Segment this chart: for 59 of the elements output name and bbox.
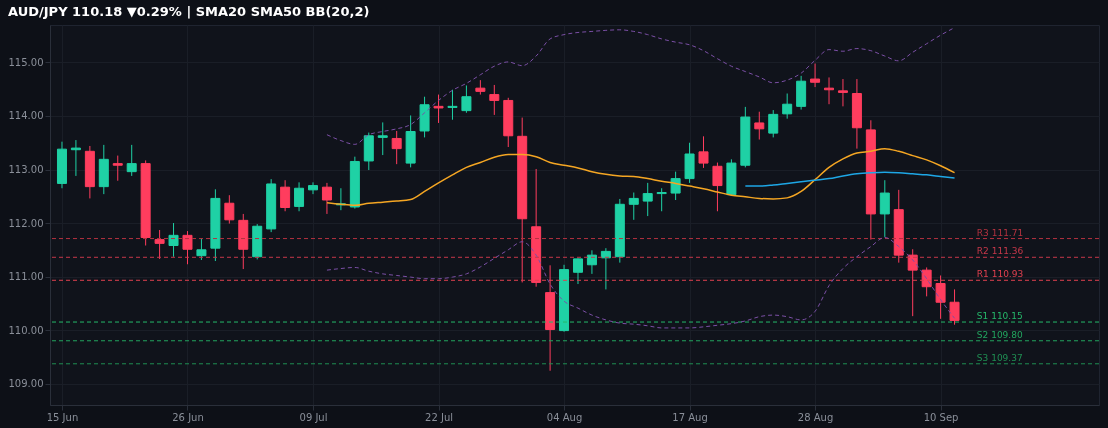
candlestick [879, 179, 890, 238]
candlestick [782, 93, 793, 120]
candlestick [433, 94, 444, 124]
candlestick [586, 249, 597, 275]
candlestick [196, 238, 207, 261]
y-tick-label: 112.00 [8, 217, 44, 229]
candlestick [656, 187, 667, 212]
x-tick-label: 17 Aug [672, 411, 708, 423]
candlestick [112, 155, 123, 182]
ref-line-label: R2 111.36 [976, 246, 1024, 257]
y-tick-label: 109.00 [8, 378, 44, 390]
candlestick [447, 89, 458, 121]
candlestick [168, 222, 179, 258]
ref-line-label: R3 111.71 [976, 227, 1024, 238]
candlestick [754, 111, 765, 141]
y-tick-label: 113.00 [8, 164, 44, 176]
candlestick [294, 181, 305, 212]
candlestick [224, 194, 235, 225]
candlestick [70, 139, 81, 177]
candlestick [642, 182, 653, 217]
x-tick-label: 10 Sep [923, 411, 959, 423]
candlestick [391, 130, 402, 165]
ref-line-label: S1 110.15 [976, 311, 1023, 322]
candlestick [712, 162, 723, 212]
candlestick [768, 109, 779, 138]
x-tick-label: 26 Jun [172, 411, 204, 423]
candlestick [377, 121, 388, 156]
candlestick [308, 181, 319, 195]
y-tick-label: 111.00 [8, 271, 44, 283]
candlestick [949, 288, 960, 326]
candlestick [907, 248, 918, 317]
x-tick-label: 15 Jun [46, 411, 79, 423]
candlestick [921, 266, 932, 297]
candlestick [154, 229, 165, 260]
x-tick-label: 28 Aug [797, 411, 834, 423]
candlestick [182, 230, 193, 265]
candlestick [489, 84, 500, 116]
candlestick [126, 144, 137, 177]
ref-line-label: R1 110.93 [976, 269, 1024, 280]
ref-line-label: S3 109.37 [976, 352, 1023, 363]
candlestick [698, 135, 709, 169]
chart-title: AUD/JPY 110.18 ▼0.29% | SMA20 SMA50 BB(20,2) [8, 4, 370, 19]
y-tick-label: 110.00 [8, 324, 44, 336]
line-series [744, 171, 956, 187]
y-tick-label: 115.00 [8, 56, 44, 68]
candlestick [321, 182, 332, 215]
x-tick-label: 09 Jul [299, 411, 328, 423]
x-tick-label: 22 Jul [425, 411, 454, 423]
candlestick [837, 78, 848, 107]
ref-line-label: S2 109.80 [976, 329, 1023, 340]
candlestick [628, 192, 639, 221]
y-tick-label: 114.00 [8, 110, 44, 122]
candlestick [572, 257, 583, 285]
candlestick [280, 179, 291, 212]
candlestick [461, 84, 472, 114]
candlestick [935, 274, 946, 320]
x-tick-label: 04 Aug [546, 411, 583, 423]
candlestick [810, 63, 821, 88]
candlestick [670, 171, 681, 201]
